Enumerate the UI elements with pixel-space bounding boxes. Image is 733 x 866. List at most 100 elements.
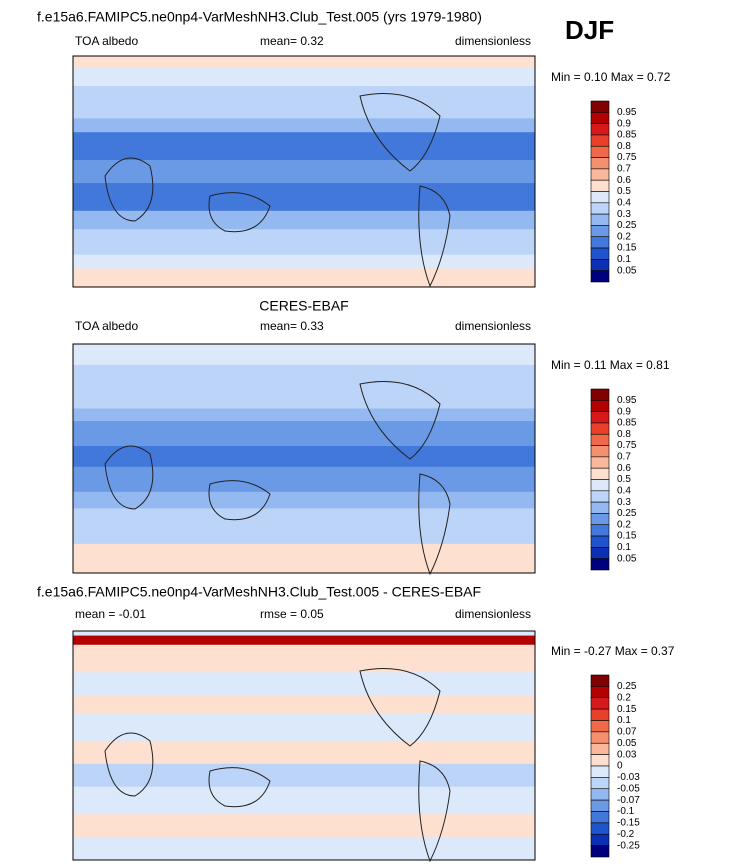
map-band [73,695,535,714]
map-band [73,543,535,574]
colorbar-box [590,467,610,480]
left-label: mean = -0.01 [75,607,146,621]
colorbar-label: -0.07 [617,795,640,806]
min-max: Min = 0.10 Max = 0.72 [551,70,671,84]
colorbar-box [590,236,610,249]
map [72,630,536,863]
colorbar-box [590,145,610,158]
map-band [73,837,535,861]
map-band [73,763,535,788]
colorbar-box [590,202,610,215]
panel-title: f.e15a6.FAMIPC5.ne0np4-VarMeshNH3.Club_T… [37,584,481,600]
colorbar-box [590,742,610,755]
colorbar-label: 0.25 [617,681,637,692]
map-frame [72,630,536,861]
colorbar-box [590,179,610,192]
colorbar-label: 0.85 [617,130,637,141]
colorbar-box [590,674,610,687]
colorbar-box [590,558,610,571]
colorbar-box [590,811,610,824]
colorbar-box [590,422,610,435]
map-band [73,814,535,838]
colorbar-label: 0 [617,761,623,772]
colorbar-box [590,501,610,514]
colorbar-label: 0.1 [617,254,631,265]
colorbar-box [590,822,610,835]
colorbar-label: 0.6 [617,175,631,186]
colorbar-box [590,524,610,537]
colorbar-label: 0.9 [617,406,631,417]
colorbar-label: 0.07 [617,727,637,738]
colorbar-label: -0.15 [617,818,640,829]
map-band [73,421,535,447]
colorbar-label: 0.2 [617,692,631,703]
colorbar-label: 0.3 [617,497,631,508]
colorbar-box [590,134,610,147]
map-band [73,786,535,815]
colorbar-box [590,845,610,858]
colorbar-label: 0.95 [617,395,637,406]
colorbar-label: 0.75 [617,440,637,451]
colorbar-label: 0.95 [617,107,637,118]
map [72,55,536,288]
map-band [73,132,535,161]
colorbar-label: 0.2 [617,231,631,242]
colorbar-box [590,777,610,790]
map-band [73,531,535,545]
colorbar-label: 0.25 [617,220,637,231]
colorbar-label: 0.7 [617,164,631,175]
center-label: mean= 0.32 [260,34,324,48]
map-band [73,118,535,133]
map-band [73,254,535,270]
colorbar-label: 0.1 [617,715,631,726]
map-band [73,183,535,212]
map-band [73,86,535,119]
colorbar-box [590,686,610,699]
colorbar-box [590,100,610,113]
map-band [73,229,535,256]
colorbar-box [590,697,610,710]
map-band [73,56,535,69]
colorbar-box [590,799,610,812]
colorbar-box [590,708,610,721]
colorbar-label: 0.85 [617,418,637,429]
min-max: Min = -0.27 Max = 0.37 [551,644,675,658]
colorbar-box [590,456,610,469]
coastline [104,668,451,863]
left-label: TOA albedo [75,34,138,48]
colorbar-label: 0.6 [617,463,631,474]
colorbar-box [590,213,610,226]
left-label: TOA albedo [75,319,138,333]
colorbar-box [590,191,610,204]
colorbar-label: 0.5 [617,186,631,197]
colorbar-label: -0.05 [617,783,640,794]
colorbar-label: 0.9 [617,118,631,129]
colorbar-box [590,157,610,170]
colorbar-label: 0.25 [617,508,637,519]
colorbar-box [590,445,610,458]
colorbar-box [590,731,610,744]
map-band [73,446,535,468]
map-frame [72,343,536,574]
colorbar-box [590,479,610,492]
map-band [73,644,535,673]
colorbar-box [590,765,610,778]
center-label: rmse = 0.05 [260,607,324,621]
colorbar-label: 0.8 [617,141,631,152]
colorbar-box [590,259,610,271]
colorbar-box [590,490,610,503]
colorbar-label: 0.2 [617,519,631,530]
colorbar-label: 0.15 [617,704,637,715]
map-band [73,508,535,532]
coastline [104,93,451,288]
map-band [73,672,535,696]
colorbar-label: 0.75 [617,152,637,163]
colorbar-label: 0.4 [617,197,631,208]
map-band [73,364,535,382]
units-label: dimensionless [455,319,531,333]
colorbar-box [590,225,610,238]
colorbar-label: 0.7 [617,452,631,463]
colorbar-label: 0.5 [617,474,631,485]
map-band [73,631,535,637]
